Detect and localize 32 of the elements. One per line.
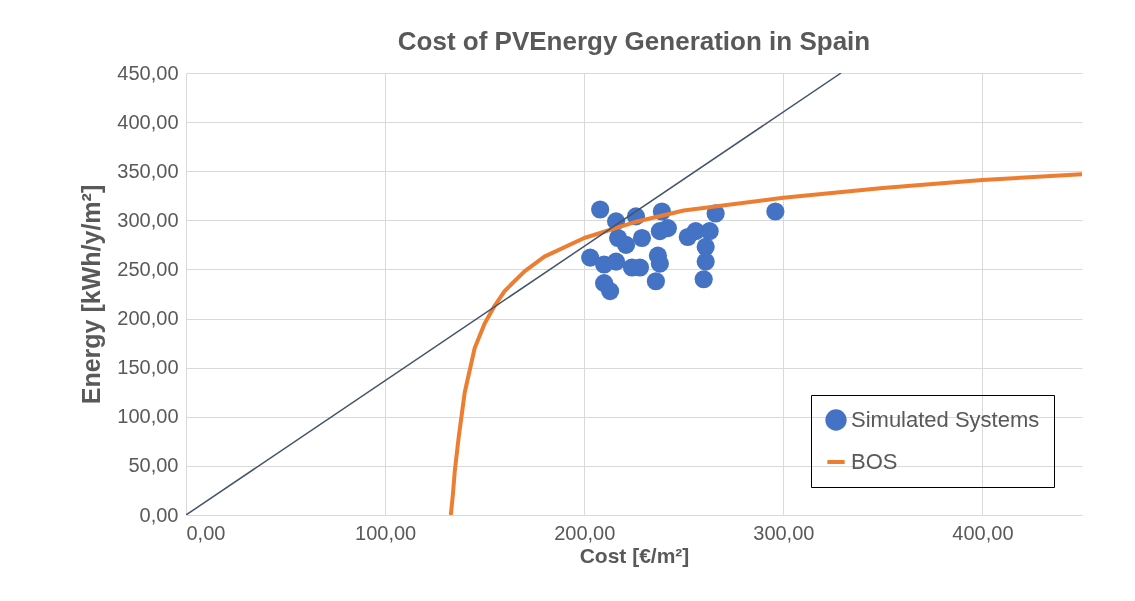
x-tick-label: 0,00 (186, 521, 226, 544)
y-tick-label: 150,00 (117, 356, 179, 379)
x-tick-label: 300,00 (753, 521, 815, 544)
point (581, 248, 600, 267)
point (616, 235, 636, 254)
point (591, 200, 610, 219)
y-tick-label: 450,00 (117, 61, 179, 84)
y-tick-label: 0,00 (139, 503, 179, 526)
x-tick-label: 100,00 (355, 521, 417, 544)
x-tick-label: 200,00 (554, 521, 616, 544)
point (595, 274, 614, 293)
y-tick-label: 300,00 (117, 208, 179, 231)
point (646, 272, 665, 291)
y-tick-label: 250,00 (117, 257, 179, 280)
line-series (448, 172, 1082, 515)
point (632, 228, 652, 248)
y-tick-label: 350,00 (117, 159, 179, 182)
x-axis-title: Cost [€/m²] (579, 543, 690, 567)
point (766, 202, 785, 221)
y-tick-label: 50,00 (128, 454, 179, 477)
y-tick-label: 100,00 (117, 405, 179, 428)
point (700, 222, 719, 241)
y-tick-label: 400,00 (117, 110, 179, 133)
point (696, 252, 715, 271)
y-axis-title: Energy [kWh/y/m²] (77, 184, 106, 405)
x-tick-label: 400,00 (952, 521, 1014, 544)
legend-label: BOS (851, 449, 898, 474)
point (607, 252, 626, 271)
legend-label: Simulated Systems (851, 407, 1040, 432)
y-tick-label: 200,00 (117, 307, 179, 330)
chart-title: Cost of PVEnergy Generation in Spain (397, 26, 871, 56)
point (694, 270, 713, 289)
